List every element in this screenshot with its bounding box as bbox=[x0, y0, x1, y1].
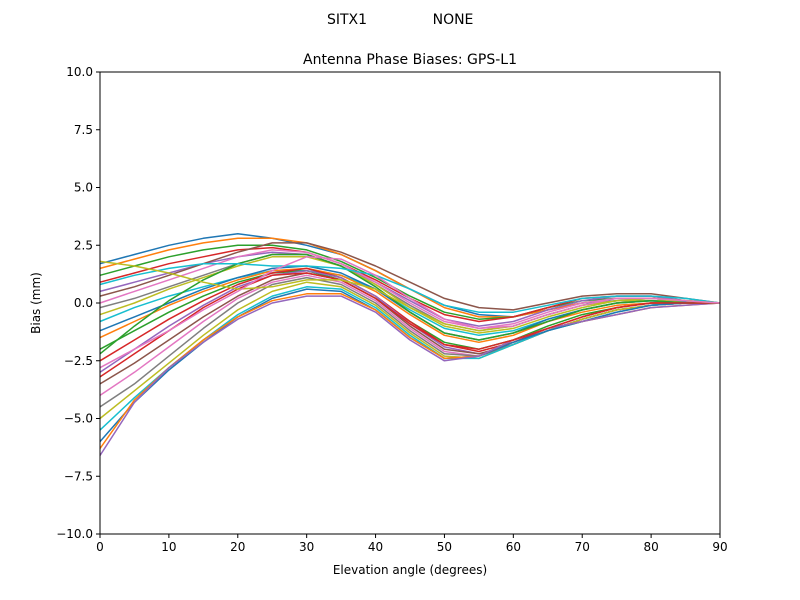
series-group bbox=[99, 232, 721, 456]
radome-name: NONE bbox=[433, 12, 474, 28]
x-tick-label: 10 bbox=[161, 540, 176, 554]
series-line-23 bbox=[99, 295, 721, 456]
station-name: SITX1 bbox=[327, 12, 367, 28]
series-line-27 bbox=[99, 260, 721, 332]
y-tick-label: 7.5 bbox=[74, 123, 93, 137]
y-tick-label: 2.5 bbox=[74, 238, 93, 252]
x-tick-label: 0 bbox=[96, 540, 104, 554]
y-tick-label: −5.0 bbox=[64, 412, 93, 426]
x-tick-label: 80 bbox=[643, 540, 658, 554]
series-line-28 bbox=[99, 256, 721, 369]
y-axis: −10.0 −7.5 −5.0 −2.5 0.0 2.5 5.0 7.5 10.0 bbox=[56, 65, 100, 541]
x-axis-label: Elevation angle (degrees) bbox=[333, 563, 487, 577]
y-tick-label: 0.0 bbox=[74, 296, 93, 310]
series-line-12 bbox=[99, 267, 720, 344]
x-tick-label: 60 bbox=[506, 540, 521, 554]
y-tick-label: 10.0 bbox=[66, 65, 93, 79]
series-line-25 bbox=[99, 272, 720, 378]
x-tick-label: 90 bbox=[712, 540, 727, 554]
y-tick-label: 5.0 bbox=[74, 181, 93, 195]
series-line-24 bbox=[99, 253, 720, 355]
chart-title: Antenna Phase Biases: GPS-L1 bbox=[303, 52, 517, 68]
x-axis: 0 10 20 30 40 50 60 70 80 90 bbox=[96, 534, 728, 554]
y-tick-label: −2.5 bbox=[64, 354, 93, 368]
y-tick-label: −7.5 bbox=[64, 469, 93, 483]
x-tick-label: 30 bbox=[299, 540, 314, 554]
y-axis-label: Bias (mm) bbox=[29, 272, 43, 334]
x-tick-label: 20 bbox=[230, 540, 245, 554]
series-line-18 bbox=[99, 276, 720, 408]
series-line-19 bbox=[99, 281, 720, 420]
x-tick-label: 70 bbox=[575, 540, 590, 554]
series-line-22 bbox=[99, 293, 721, 449]
x-tick-label: 40 bbox=[368, 540, 383, 554]
x-tick-label: 50 bbox=[437, 540, 452, 554]
series-line-26 bbox=[99, 262, 721, 313]
y-tick-label: −10.0 bbox=[56, 527, 93, 541]
